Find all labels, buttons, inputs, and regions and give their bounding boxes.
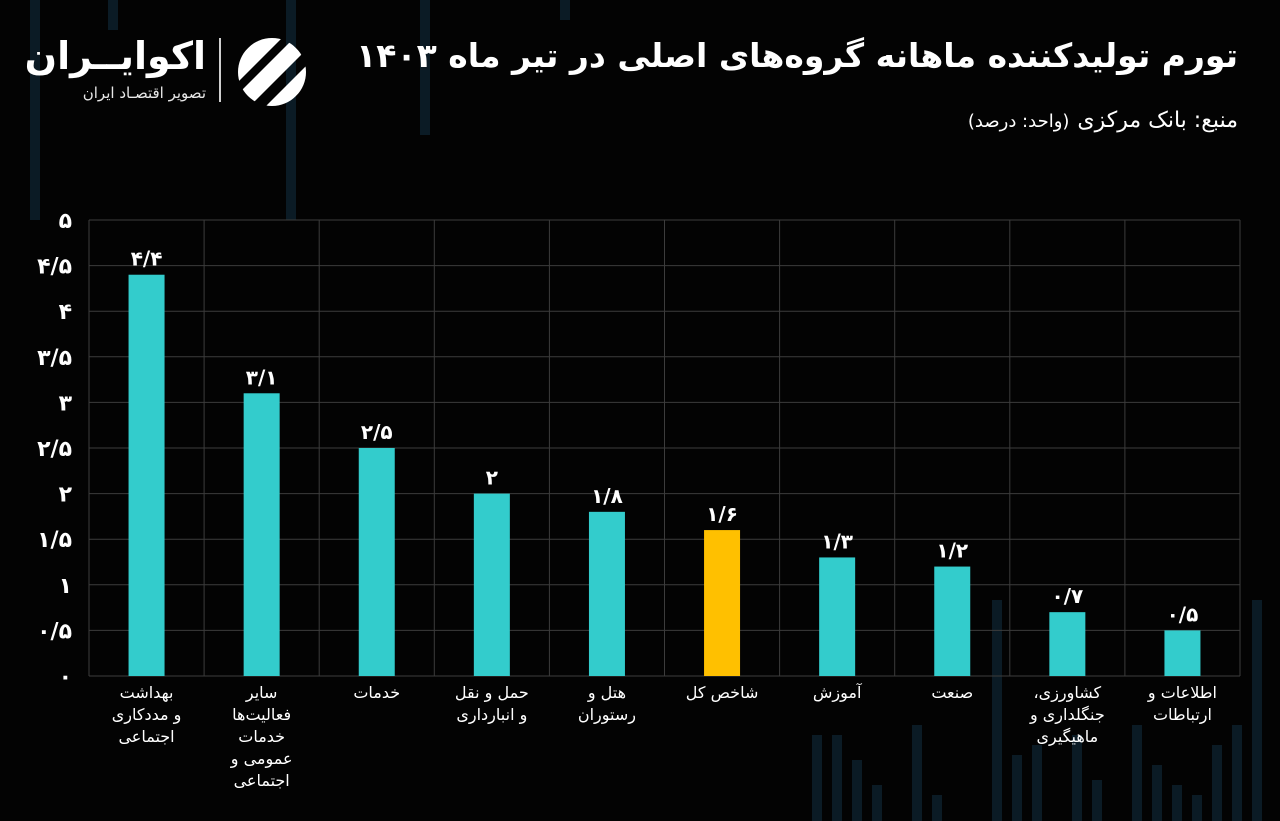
bar <box>704 530 741 676</box>
bar <box>588 511 625 676</box>
value-label: ۱/۶ <box>706 502 738 526</box>
bar <box>1164 630 1201 676</box>
decor-bar <box>812 735 822 821</box>
y-tick-label: ۵ <box>59 209 72 234</box>
decor-bar <box>420 0 430 135</box>
category-label: خدمات <box>353 683 400 702</box>
bar <box>934 566 971 676</box>
value-label: ۲ <box>486 466 498 490</box>
y-tick-label: ۰/۵ <box>37 619 72 644</box>
decor-bar <box>1072 735 1082 821</box>
bar <box>473 493 510 676</box>
value-label: ۰/۵ <box>1167 602 1199 626</box>
bar <box>819 557 856 676</box>
category-label: بهداشت و مددکاری اجتماعی <box>112 683 182 746</box>
value-label: ۳/۱ <box>246 365 278 389</box>
brand-logo: اکوایــران تصویر اقتصـاد ایران <box>25 32 314 112</box>
decor-bar <box>1132 725 1142 821</box>
brand-tagline: تصویر اقتصـاد ایران <box>82 84 206 102</box>
bar <box>358 448 395 676</box>
decor-bar <box>1192 795 1202 821</box>
decor-bar <box>1152 765 1162 821</box>
decor-bar <box>852 760 862 821</box>
category-label: شاخص کل <box>686 683 759 703</box>
value-label: ۲/۵ <box>361 420 393 444</box>
value-label: ۱/۳ <box>821 529 853 553</box>
y-tick-label: ۱/۵ <box>37 528 72 553</box>
source-text: منبع: بانک مرکزی <box>1077 108 1238 133</box>
value-label: ۱/۸ <box>591 484 623 508</box>
chart-title: تورم تولیدکننده ماهانه گروه‌های اصلی در … <box>356 36 1238 75</box>
y-tick-label: ۳ <box>59 391 73 416</box>
y-tick-label: ۴ <box>59 300 72 325</box>
category-label: کشاورزی، جنگلداری و ماهیگیری <box>1029 683 1105 747</box>
category-label: آموزش <box>813 683 863 703</box>
decor-bar <box>912 725 922 821</box>
decor-bar <box>832 735 842 821</box>
value-label: ۴/۴ <box>131 247 163 271</box>
y-tick-label: ۱ <box>59 574 72 599</box>
category-label: صنعت <box>931 683 973 702</box>
decor-bar <box>1212 745 1222 821</box>
unit-text: (واحد: درصد) <box>967 111 1070 132</box>
logo-divider <box>219 38 221 102</box>
category-label: اطلاعات و ارتباطات <box>1147 683 1217 725</box>
y-tick-label: ۳/۵ <box>37 346 72 371</box>
bar <box>1049 612 1086 676</box>
category-label: سایر فعالیت‌ها خدمات عمومی و اجتماعی <box>230 683 293 790</box>
category-label: هتل و رستوران <box>578 683 636 725</box>
brand-name: اکوایــران <box>24 34 206 78</box>
bar <box>243 393 280 676</box>
y-tick-label: ۲ <box>59 483 73 508</box>
decor-bar <box>1232 725 1242 821</box>
decor-bar <box>286 0 296 220</box>
y-tick-label: ۰ <box>59 665 72 690</box>
y-tick-label: ۲/۵ <box>37 437 72 462</box>
decor-bar <box>1092 780 1102 821</box>
y-tick-label: ۴/۵ <box>37 255 72 280</box>
decor-bar <box>932 795 942 821</box>
decor-bar <box>1172 785 1182 821</box>
decor-bar <box>560 0 570 20</box>
ecoiran-mark-icon <box>238 38 306 106</box>
decor-bar <box>1032 745 1042 821</box>
decor-bar <box>30 0 40 220</box>
decor-bar <box>992 600 1002 821</box>
category-label: حمل و نقل و انبارداری <box>455 683 529 725</box>
bar <box>128 274 165 676</box>
source-line: منبع: بانک مرکزی (واحد: درصد) <box>968 108 1238 133</box>
decor-bar <box>108 0 118 30</box>
decor-bar <box>1012 755 1022 821</box>
decor-bar <box>1252 600 1262 821</box>
value-label: ۰/۷ <box>1051 584 1083 608</box>
decor-bar <box>872 785 882 821</box>
value-label: ۱/۲ <box>936 539 968 563</box>
